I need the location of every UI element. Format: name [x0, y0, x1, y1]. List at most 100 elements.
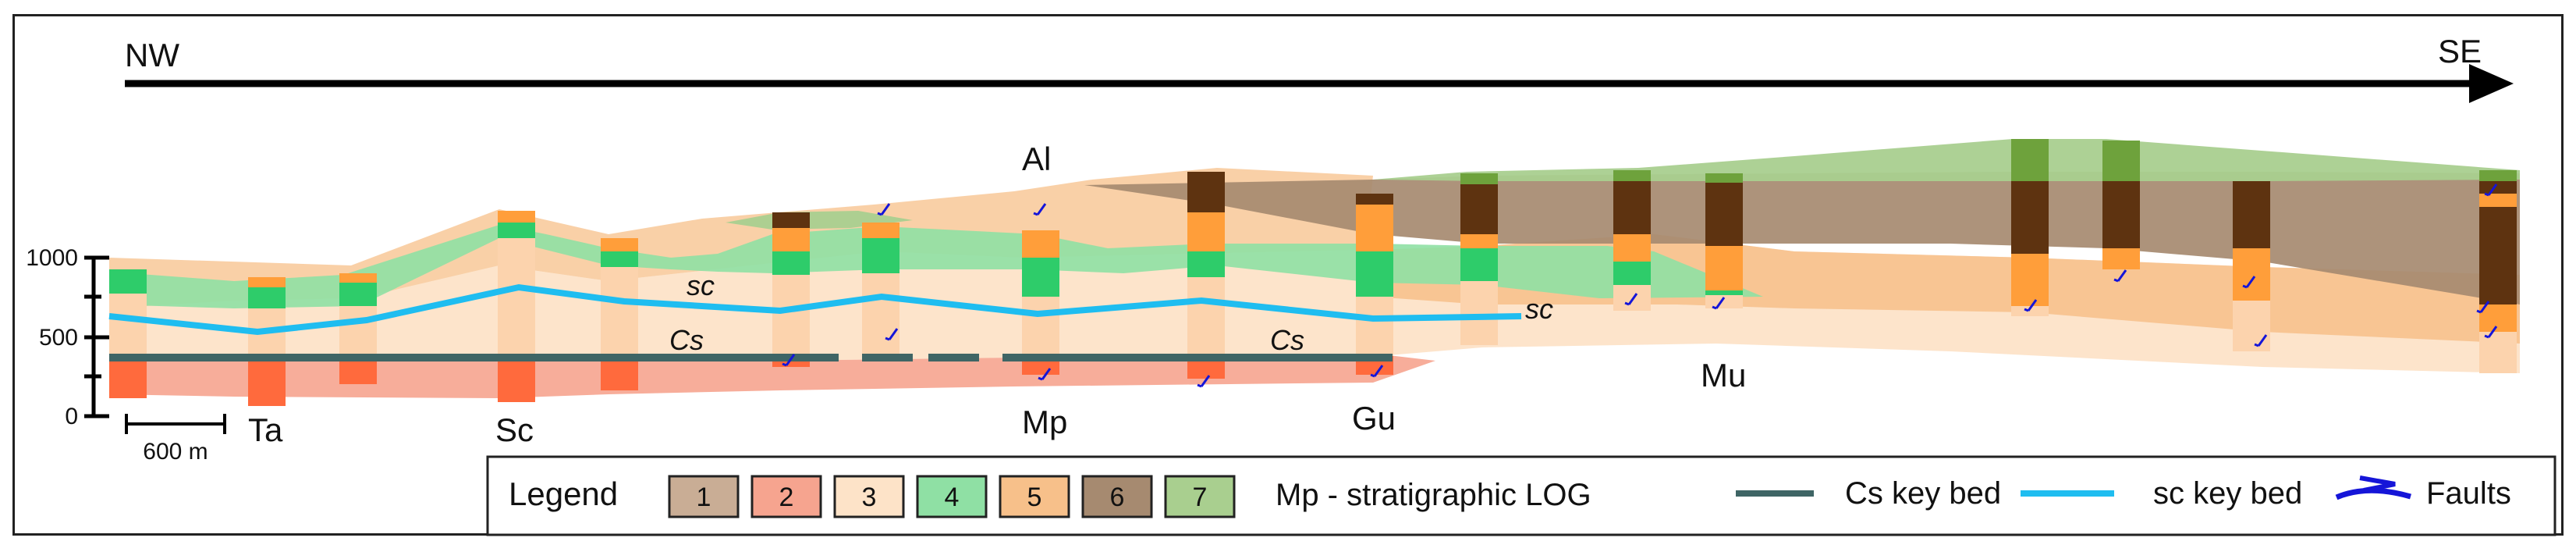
legend-swatch-6 [1081, 475, 1153, 518]
log-segment-unit-2 [248, 356, 286, 406]
legend-title: Legend [509, 475, 618, 512]
log-segment-unit-5 [1613, 234, 1651, 262]
log-segment-unit-6 [2011, 181, 2049, 254]
legend-log-note: Mp - stratigraphic LOG [1276, 478, 1591, 512]
log-segment-unit-5 [2479, 194, 2517, 207]
unit-6-body [1084, 172, 2520, 304]
unit-2-body [109, 355, 1435, 398]
log-segment-unit-6 [2102, 181, 2140, 248]
log-segment-unit-7 [2479, 170, 2517, 181]
log-segment-unit-3 [2479, 332, 2517, 347]
log-segment-unit-4 [1187, 251, 1225, 277]
legend-swatch-label: 5 [1027, 483, 1042, 512]
legend-swatch-label: 6 [1110, 483, 1125, 512]
log-segment-unit-3 [601, 267, 638, 356]
legend-cs-label: Cs key bed [1845, 476, 2001, 511]
sc-key-bed-label: sc [687, 269, 715, 301]
log-segment-unit-7 [2102, 141, 2140, 181]
log-segment-unit-5 [1356, 205, 1393, 251]
fault-icon [2335, 475, 2411, 500]
legend-swatch-label: 3 [862, 483, 877, 512]
log-segment-unit-4 [1705, 290, 1743, 295]
log-segment-unit-4 [1022, 258, 1059, 297]
unit-7-body [1373, 139, 2520, 181]
unit-4-body [109, 225, 1763, 308]
log-segment-unit-6 [1356, 194, 1393, 205]
log-segment-unit-7 [1613, 170, 1651, 181]
log-segment-unit-6 [1705, 183, 1743, 246]
log-segment-unit-4 [248, 287, 286, 308]
log-segment-unit-5 [1022, 230, 1059, 258]
log-segment-unit-4 [1460, 248, 1498, 281]
legend-swatch-2 [750, 475, 822, 518]
log-segment-unit-5 [1705, 246, 1743, 290]
legend-swatch-4 [916, 475, 988, 518]
log-segment-unit-4 [1613, 262, 1651, 285]
sc-key-bed-line [108, 283, 1522, 336]
log-segment-unit-5 [2011, 254, 2049, 306]
legend-swatches: 1 2 3 4 5 6 7 [668, 475, 1236, 518]
log-segment-unit-4 [862, 238, 899, 273]
log-segment-unit-5 [2479, 304, 2517, 332]
fault-symbol [782, 354, 796, 367]
legend-sc-label: sc key bed [2153, 476, 2302, 511]
section-label-gu: Gu [1352, 400, 1396, 436]
fault-symbol [2476, 301, 2490, 314]
legend-swatch-label: 2 [779, 483, 794, 512]
fault-symbol [877, 203, 891, 216]
log-segment-unit-3 [2011, 306, 2049, 316]
scale-bar [125, 414, 226, 434]
log-segment-unit-5 [1460, 234, 1498, 248]
legend [486, 455, 2556, 536]
log-segment-unit-4 [109, 269, 147, 294]
fault-symbol [2254, 334, 2268, 347]
log-segment-unit-2 [498, 356, 535, 402]
log-segment-unit-5 [1187, 212, 1225, 251]
log-segment-unit-2 [109, 356, 147, 398]
log-segment-unit-6 [1613, 181, 1651, 234]
cs-key-bed-label: Cs [669, 324, 704, 356]
section-label-ta: Ta [248, 411, 283, 448]
log-segment-unit-5 [2102, 248, 2140, 269]
log-segment-unit-3 [1613, 285, 1651, 311]
log-segment-unit-7 [2011, 139, 2049, 181]
direction-arrow [125, 64, 2514, 103]
log-segment-unit-2 [601, 356, 638, 390]
cs-key-bed-label: Cs [1270, 324, 1304, 356]
log-segment-unit-5 [772, 228, 810, 251]
section-label-sc: Sc [495, 411, 534, 448]
sc-key-bed-label: sc [1525, 293, 1553, 325]
legend-swatch-1 [668, 475, 740, 518]
log-segment-unit-3 [339, 306, 377, 356]
fault-symbol [1624, 293, 1638, 306]
fault-symbol [1033, 203, 1047, 216]
fault-symbol [2242, 276, 2256, 289]
legend-swatch-7 [1164, 475, 1236, 518]
log-segment-unit-4 [772, 251, 810, 275]
legend-swatch-label: 7 [1193, 483, 1208, 512]
log-segment-unit-4 [339, 283, 377, 306]
fault-symbols [782, 183, 2498, 388]
log-segment-unit-5 [2233, 248, 2270, 301]
fault-symbol [2113, 269, 2127, 283]
log-segment-unit-3 [1022, 297, 1059, 356]
log-segment-unit-3 [109, 294, 147, 356]
axis-tick-label: 500 [39, 325, 78, 351]
fault-symbol [885, 328, 899, 341]
legend-swatch-label: 4 [945, 483, 960, 512]
log-segment-unit-5 [498, 211, 535, 223]
fault-symbol [2484, 326, 2498, 339]
log-segment-unit-3 [1705, 295, 1743, 308]
legend-swatch-5 [999, 475, 1070, 518]
fault-symbol [2484, 183, 2498, 197]
direction-label-se: SE [2438, 33, 2482, 69]
stratigraphic-logs [109, 139, 2517, 406]
legend-swatch-3 [833, 475, 905, 518]
log-segment-unit-5 [601, 238, 638, 251]
section-label-mp: Mp [1022, 404, 1067, 440]
fault-symbol [1038, 368, 1052, 381]
log-segment-unit-6 [2479, 207, 2517, 304]
log-segment-unit-6 [2479, 181, 2517, 194]
direction-label-nw: NW [125, 37, 179, 73]
